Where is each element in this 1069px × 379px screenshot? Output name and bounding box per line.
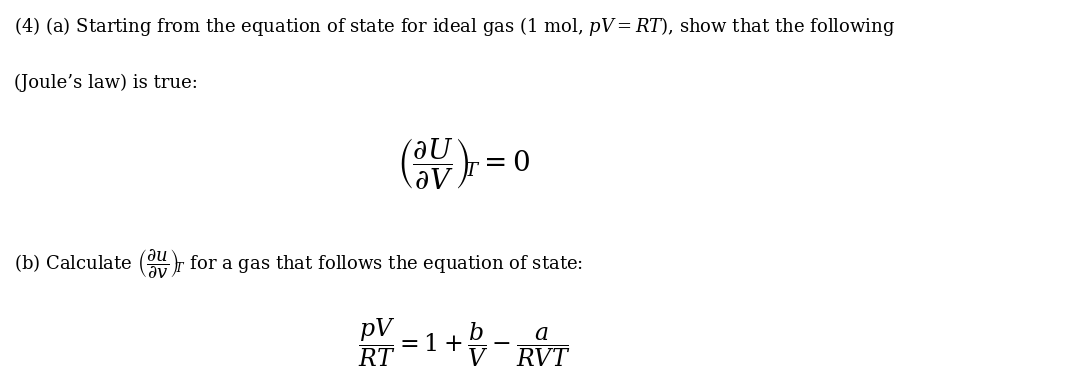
Text: $\left(\dfrac{\partial U}{\partial V}\right)_{\!\!T} = 0$: $\left(\dfrac{\partial U}{\partial V}\ri… xyxy=(398,136,530,191)
Text: (b) Calculate $\left(\dfrac{\partial u}{\partial v}\right)_{\!\!T}$ for a gas th: (b) Calculate $\left(\dfrac{\partial u}{… xyxy=(14,247,584,281)
Text: (4) (a) Starting from the equation of state for ideal gas (1 mol, $pV = RT$), sh: (4) (a) Starting from the equation of st… xyxy=(14,14,896,38)
Text: (Joule’s law) is true:: (Joule’s law) is true: xyxy=(14,74,198,92)
Text: $\dfrac{pV}{RT} = 1 + \dfrac{b}{V} - \dfrac{a}{RVT}$: $\dfrac{pV}{RT} = 1 + \dfrac{b}{V} - \df… xyxy=(358,317,570,369)
